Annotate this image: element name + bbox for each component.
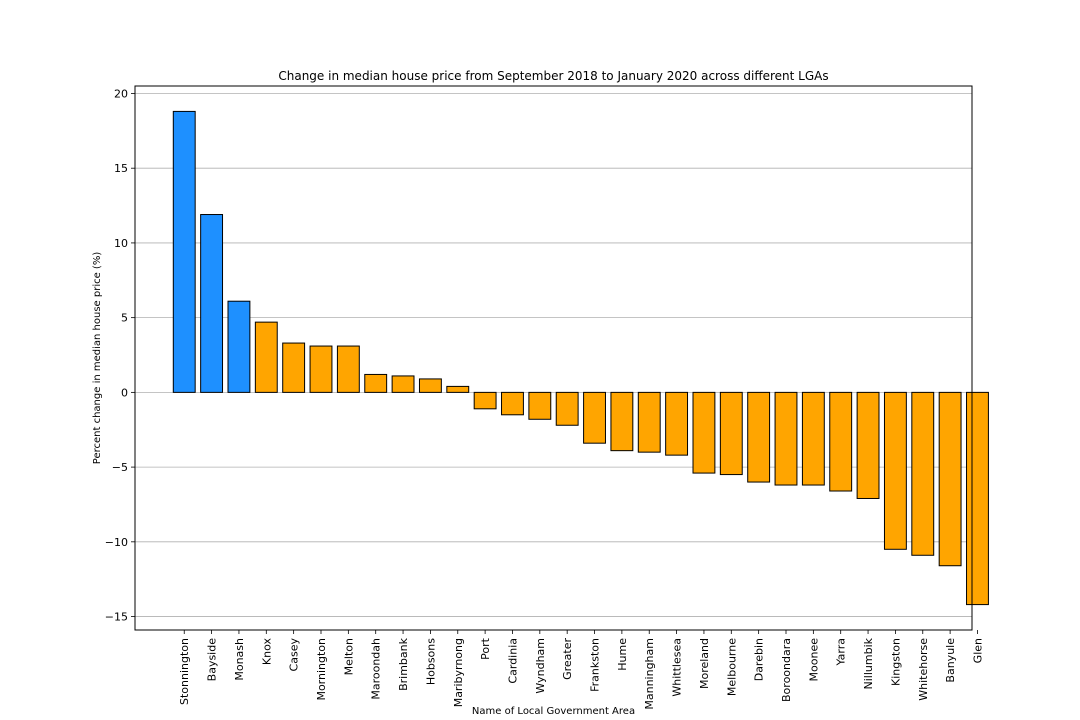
x-tick-label: Frankston [589,638,602,692]
y-axis-label: Percent change in median house price (%) [92,252,103,465]
x-tick-label: Maribyrnong [452,638,465,707]
y-tick-label: −10 [105,536,128,549]
bar [336,345,360,393]
bar [555,391,579,426]
bar [282,342,306,393]
x-tick-label: Monash [233,638,246,681]
bar [309,345,333,393]
x-tick-label: Boroondara [780,638,793,702]
x-tick-label: Kingston [889,638,902,686]
bar [610,391,634,452]
x-tick-label: Whitehorse [917,638,930,701]
bar [637,391,661,453]
y-tick-label: −5 [112,461,128,474]
bar [391,375,415,393]
bar [747,391,771,483]
bar [227,300,251,393]
y-axis: −15 −10 −5 0 5 10 15 20 [105,87,135,624]
x-tick-label: Moreland [698,638,711,689]
x-tick-label: Casey [288,638,301,672]
bar [364,373,388,393]
x-tick-label: Moonee [807,638,820,682]
x-tick-label: Knox [260,638,273,666]
x-tick-label: Whittlesea [671,638,684,697]
chart-title: Change in median house price from Septem… [278,69,828,83]
bar [172,110,196,393]
x-axis: Stonnington Bayside Monash Knox Casey Morning… [178,630,984,710]
bar [883,391,907,550]
x-tick-label: Maroondah [370,638,383,700]
x-tick-label: Manningham [643,638,656,710]
bar [418,378,442,393]
x-tick-label: Nillumbik [862,637,875,689]
x-tick-label: Cardinia [506,638,519,684]
y-tick-label: 15 [114,162,128,175]
x-tick-label: Brimbank [397,637,410,691]
x-tick-label: Greater [561,638,574,680]
bar [829,391,853,492]
bar [801,391,825,486]
bar [774,391,798,486]
x-tick-label: Port [479,637,492,659]
x-tick-label: Hobsons [424,638,437,685]
bar [856,391,880,499]
bar [200,214,224,393]
x-tick-label: Bayside [206,638,219,682]
y-tick-label: −15 [105,611,128,624]
bar [938,391,962,567]
bar [665,391,689,456]
x-tick-label: Yarra [835,638,848,667]
bar [501,391,524,416]
bar [528,391,552,420]
y-tick-label: 20 [114,87,128,100]
y-tick-label: 5 [121,312,128,325]
bar [254,321,278,393]
bar [692,391,716,474]
bar [473,391,497,410]
x-tick-label: Glen [971,638,984,663]
plot-frame [134,85,973,631]
x-axis-label: Name of Local Government Area [472,706,635,717]
x-tick-label: Hume [616,638,629,671]
bar [966,391,989,606]
y-tick-label: 0 [121,386,128,399]
x-tick-label: Melton [342,638,355,675]
x-tick-label: Stonnington [178,638,191,705]
x-tick-label: Darebin [753,638,766,681]
bar [911,391,935,556]
x-tick-label: Wyndham [534,638,547,694]
bar [446,385,470,393]
y-tick-label: 10 [114,237,128,250]
x-tick-label: Banyule [944,638,957,683]
x-tick-label: Mornington [315,638,328,701]
x-tick-label: Melbourne [725,638,738,696]
bar [719,391,743,476]
bar [583,391,606,444]
